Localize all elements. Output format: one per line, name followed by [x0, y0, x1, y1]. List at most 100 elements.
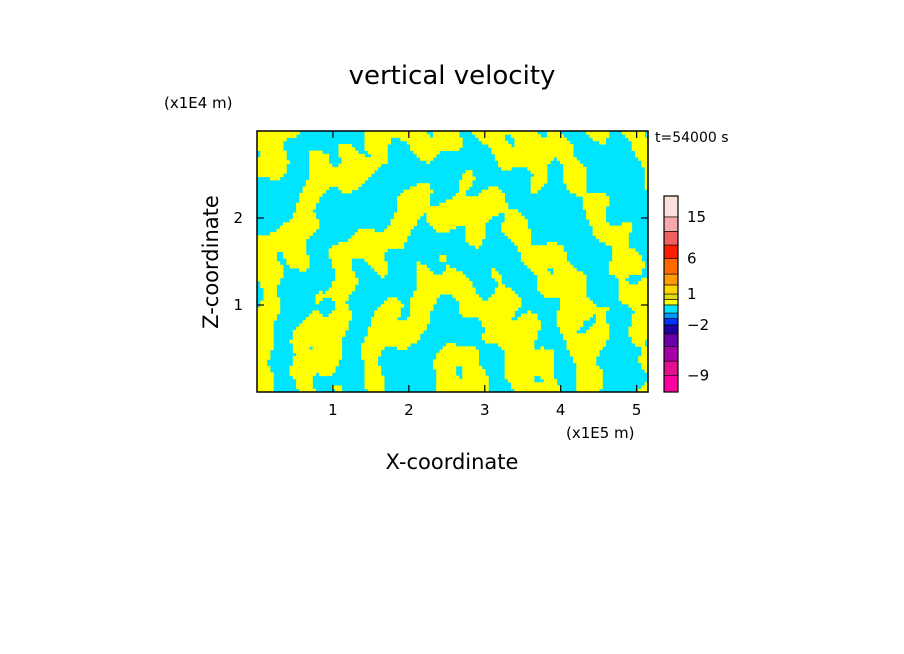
field-cell — [286, 261, 310, 266]
field-cell — [556, 316, 590, 321]
field-cell — [257, 277, 281, 282]
field-cell — [498, 281, 502, 285]
field-cell — [416, 268, 431, 272]
field-cell — [520, 251, 567, 256]
field-cell — [335, 303, 349, 308]
field-cell — [537, 274, 587, 279]
field-cell — [416, 264, 427, 269]
field-cell — [257, 385, 274, 390]
field-cell — [445, 199, 506, 204]
field-cell — [631, 339, 646, 344]
field-cell — [540, 346, 545, 350]
field-cell — [582, 196, 610, 200]
field-cell — [520, 313, 538, 318]
field-cell — [439, 202, 509, 207]
field-cell — [305, 183, 362, 187]
field-cell — [436, 352, 479, 357]
field-cell — [452, 196, 506, 200]
field-cell — [576, 382, 603, 386]
field-cell — [628, 137, 648, 142]
field-cell — [491, 271, 499, 275]
field-cell — [514, 137, 567, 142]
field-cell — [309, 153, 330, 158]
field-cell — [296, 385, 313, 390]
field-cell — [315, 300, 320, 305]
field-cell — [462, 176, 476, 181]
field-cell — [494, 290, 515, 295]
field-cell — [257, 274, 284, 279]
field-cell — [576, 372, 603, 377]
field-cell — [331, 258, 352, 262]
field-cell — [361, 352, 382, 357]
field-cell — [442, 271, 463, 275]
field-cell — [452, 294, 479, 298]
field-cell — [628, 330, 648, 334]
field-cell — [462, 365, 483, 370]
field-cell — [488, 297, 522, 302]
field-cell — [367, 388, 385, 392]
field-cell — [569, 349, 600, 354]
field-cell — [592, 225, 633, 230]
field-cell — [468, 241, 483, 246]
field-cell — [292, 330, 346, 334]
field-cell — [397, 209, 519, 213]
field-cell — [263, 290, 277, 295]
field-cell — [504, 365, 554, 370]
field-cell — [260, 284, 277, 288]
field-cell — [599, 238, 629, 243]
field-cell — [511, 382, 558, 386]
field-cell — [257, 372, 274, 377]
field-cell — [283, 222, 320, 227]
field-cell — [498, 163, 548, 168]
field-cell — [361, 349, 382, 354]
field-cell — [612, 251, 639, 256]
field-cell — [638, 388, 648, 392]
field-cell — [257, 378, 274, 383]
field-cell — [289, 264, 310, 269]
colorbar-swatch — [663, 346, 679, 362]
colorbar: 15 6 1 −2 −9 — [663, 195, 709, 393]
field-cell — [260, 281, 281, 285]
field-cell — [498, 284, 506, 288]
x-tick-label: 2 — [404, 401, 414, 419]
field-cell — [459, 303, 522, 308]
colorbar-swatch — [663, 360, 679, 376]
field-cell — [524, 261, 571, 266]
field-cell — [283, 254, 310, 259]
field-cell — [364, 144, 388, 148]
field-cell — [436, 356, 479, 360]
field-cell — [338, 153, 365, 158]
field-cell — [644, 166, 648, 171]
field-cell — [494, 157, 554, 161]
colorbar-tick-label: −9 — [687, 367, 709, 385]
field-cell — [257, 160, 290, 165]
field-cell — [257, 349, 271, 354]
field-cell — [257, 271, 284, 275]
field-cell — [397, 206, 509, 210]
field-cell — [514, 241, 532, 246]
field-cell — [462, 372, 486, 377]
field-cell — [514, 140, 571, 145]
field-cell — [478, 192, 506, 197]
field-cell — [537, 277, 587, 282]
field-cell — [257, 245, 307, 249]
field-cell — [436, 388, 489, 392]
field-cell — [530, 186, 541, 191]
field-cell — [364, 258, 385, 262]
field-cell — [410, 300, 437, 305]
field-cell — [631, 140, 648, 145]
field-cell — [318, 372, 333, 377]
field-cell — [566, 343, 607, 347]
field-cell — [380, 274, 385, 279]
field-cell — [400, 192, 431, 197]
field-cell — [260, 303, 281, 308]
field-cell — [335, 300, 346, 305]
colorbar-swatch — [663, 273, 679, 286]
field-cell — [462, 369, 486, 373]
field-cell — [638, 356, 648, 360]
field-cell — [335, 274, 356, 279]
field-cell — [641, 163, 648, 168]
field-cell — [543, 294, 587, 298]
field-cell — [563, 336, 610, 341]
field-cell — [289, 219, 320, 223]
